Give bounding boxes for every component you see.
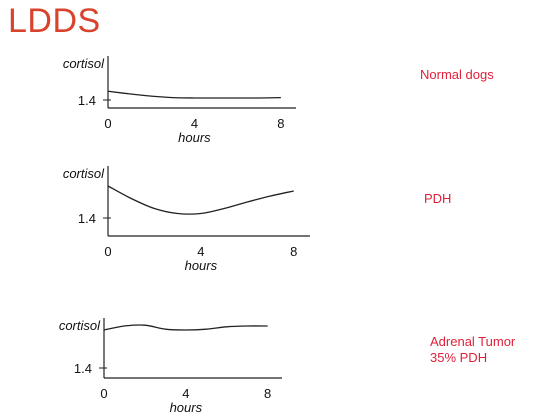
x-tick-label: 0 — [104, 116, 111, 131]
y-axis-label: cortisol — [63, 166, 105, 181]
series-line — [107, 90, 281, 99]
page-title: LDDS — [8, 2, 101, 40]
x-tick-label: 4 — [182, 386, 189, 401]
y-axis-label: cortisol — [59, 318, 101, 333]
y-axis-label: cortisol — [63, 56, 105, 71]
x-axis-label: hours — [185, 258, 218, 273]
x-tick-label: 4 — [191, 116, 198, 131]
x-tick-label: 0 — [100, 386, 107, 401]
series-label-adrenal-tumor: Adrenal Tumor 35% PDH — [430, 334, 516, 365]
x-tick-label: 8 — [277, 116, 284, 131]
y-reference-label: 1.4 — [74, 361, 92, 376]
x-tick-label: 8 — [264, 386, 271, 401]
x-tick-label: 0 — [104, 244, 111, 259]
x-tick-label: 8 — [290, 244, 297, 259]
x-axis-label: hours — [178, 130, 211, 145]
y-reference-label: 1.4 — [78, 93, 96, 108]
series-label-pdh: PDH — [424, 191, 452, 206]
series-label-normal-dogs: Normal dogs — [420, 67, 494, 82]
x-axis-label: hours — [170, 400, 203, 415]
series-line — [107, 185, 294, 215]
series-line — [103, 324, 268, 331]
x-tick-label: 4 — [197, 244, 204, 259]
y-reference-label: 1.4 — [78, 211, 96, 226]
